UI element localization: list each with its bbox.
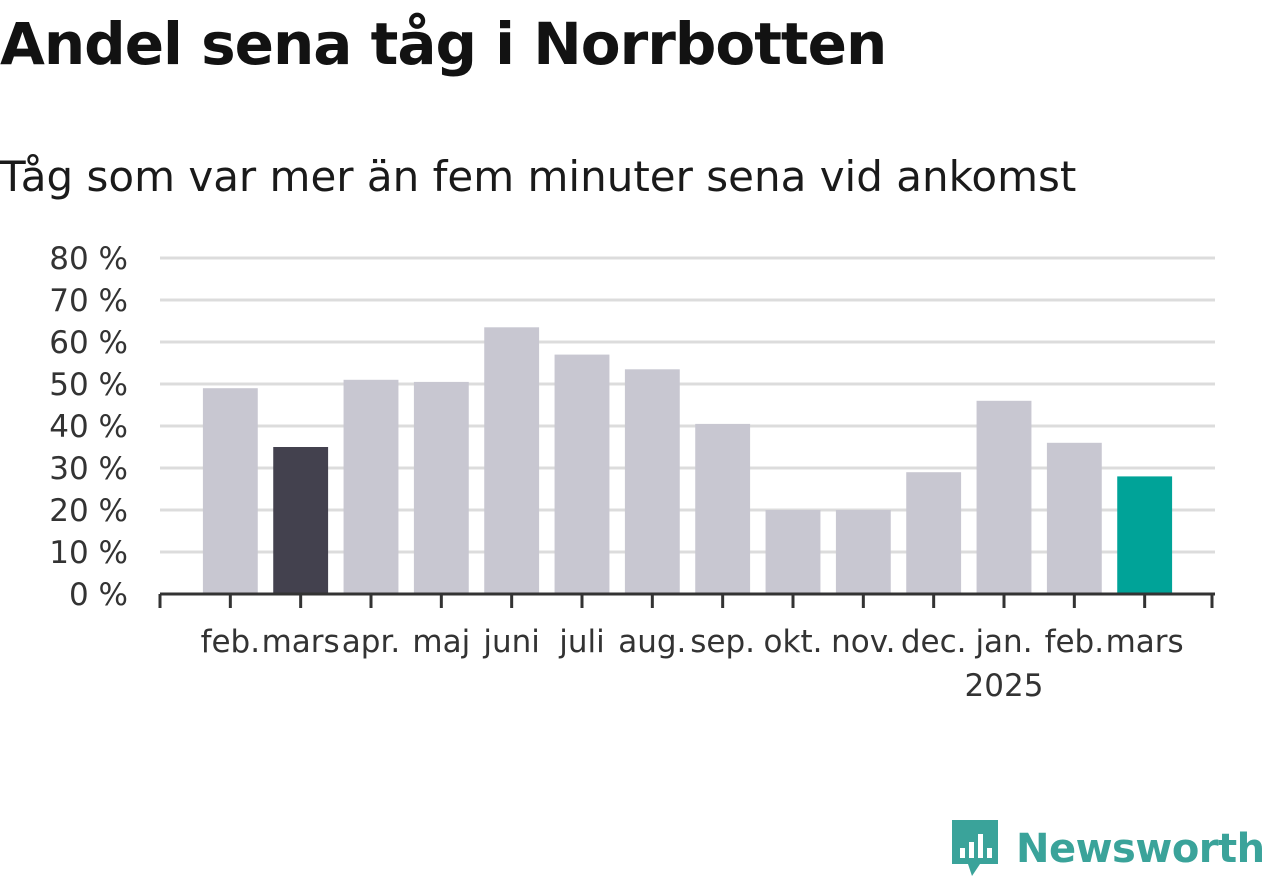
logo-text: Newsworthy bbox=[1016, 826, 1262, 872]
x-tick-label: apr. bbox=[342, 624, 400, 660]
x-tick-label: juni bbox=[482, 624, 540, 660]
bar-aug-6 bbox=[624, 369, 680, 594]
bar-sep-7 bbox=[695, 423, 751, 594]
x-tick-label: dec. bbox=[901, 624, 967, 660]
bar-juli-5 bbox=[554, 354, 610, 594]
x-tick-label: mars bbox=[1106, 624, 1184, 660]
x-tick-label: sep. bbox=[690, 624, 755, 660]
bar-juni-4 bbox=[484, 327, 540, 594]
grid-lines bbox=[160, 256, 1215, 554]
bar-maj-3 bbox=[413, 381, 469, 594]
y-tick-label: 60 % bbox=[49, 325, 128, 361]
chart-title: Andel sena tåg i Norrbotten bbox=[0, 10, 887, 78]
x-tick-label: maj bbox=[412, 624, 470, 660]
y-tick-label: 70 % bbox=[49, 283, 128, 319]
y-tick-label: 30 % bbox=[49, 451, 128, 487]
bar-chart-speech-icon bbox=[952, 820, 998, 876]
bar-mars-13 bbox=[1117, 476, 1173, 594]
y-tick-label: 80 % bbox=[49, 241, 128, 277]
x-tick-label: feb. bbox=[1045, 624, 1105, 660]
x-tick-sublabel: 2025 bbox=[965, 668, 1044, 704]
x-axis bbox=[158, 592, 1215, 608]
newsworthy-logo: Newsworthy bbox=[950, 818, 1262, 880]
bar-dec-10 bbox=[906, 472, 962, 594]
x-tick-label: nov. bbox=[831, 624, 895, 660]
x-tick-label: okt. bbox=[764, 624, 823, 660]
bar-jan-11 bbox=[976, 400, 1032, 594]
bar-apr-2 bbox=[343, 379, 399, 594]
bars bbox=[202, 327, 1173, 594]
x-tick-label: feb. bbox=[201, 624, 261, 660]
y-tick-label: 10 % bbox=[49, 535, 128, 571]
x-tick-label: juli bbox=[558, 624, 605, 660]
x-tick-label: aug. bbox=[618, 624, 686, 660]
y-tick-label: 40 % bbox=[49, 409, 128, 445]
bar-okt-8 bbox=[765, 510, 821, 594]
bar-mars-1 bbox=[273, 447, 329, 594]
bar-feb-12 bbox=[1046, 442, 1102, 594]
chart-subtitle: Tåg som var mer än fem minuter sena vid … bbox=[0, 152, 1077, 201]
y-tick-label: 20 % bbox=[49, 493, 128, 529]
y-tick-label: 0 % bbox=[69, 577, 128, 613]
bar-feb-0 bbox=[202, 388, 258, 594]
y-axis-tick-labels: 0 % 10 % 20 % 30 % 40 % 50 % 60 % 70 % 80 % bbox=[49, 241, 128, 613]
bar-nov-9 bbox=[835, 510, 891, 594]
x-tick-label: jan. bbox=[974, 624, 1032, 660]
y-tick-label: 50 % bbox=[49, 367, 128, 403]
x-tick-label: mars bbox=[262, 624, 340, 660]
x-axis-tick-labels: feb. mars apr. maj juni juli aug. sep. okt. nov. d… bbox=[201, 624, 1184, 704]
